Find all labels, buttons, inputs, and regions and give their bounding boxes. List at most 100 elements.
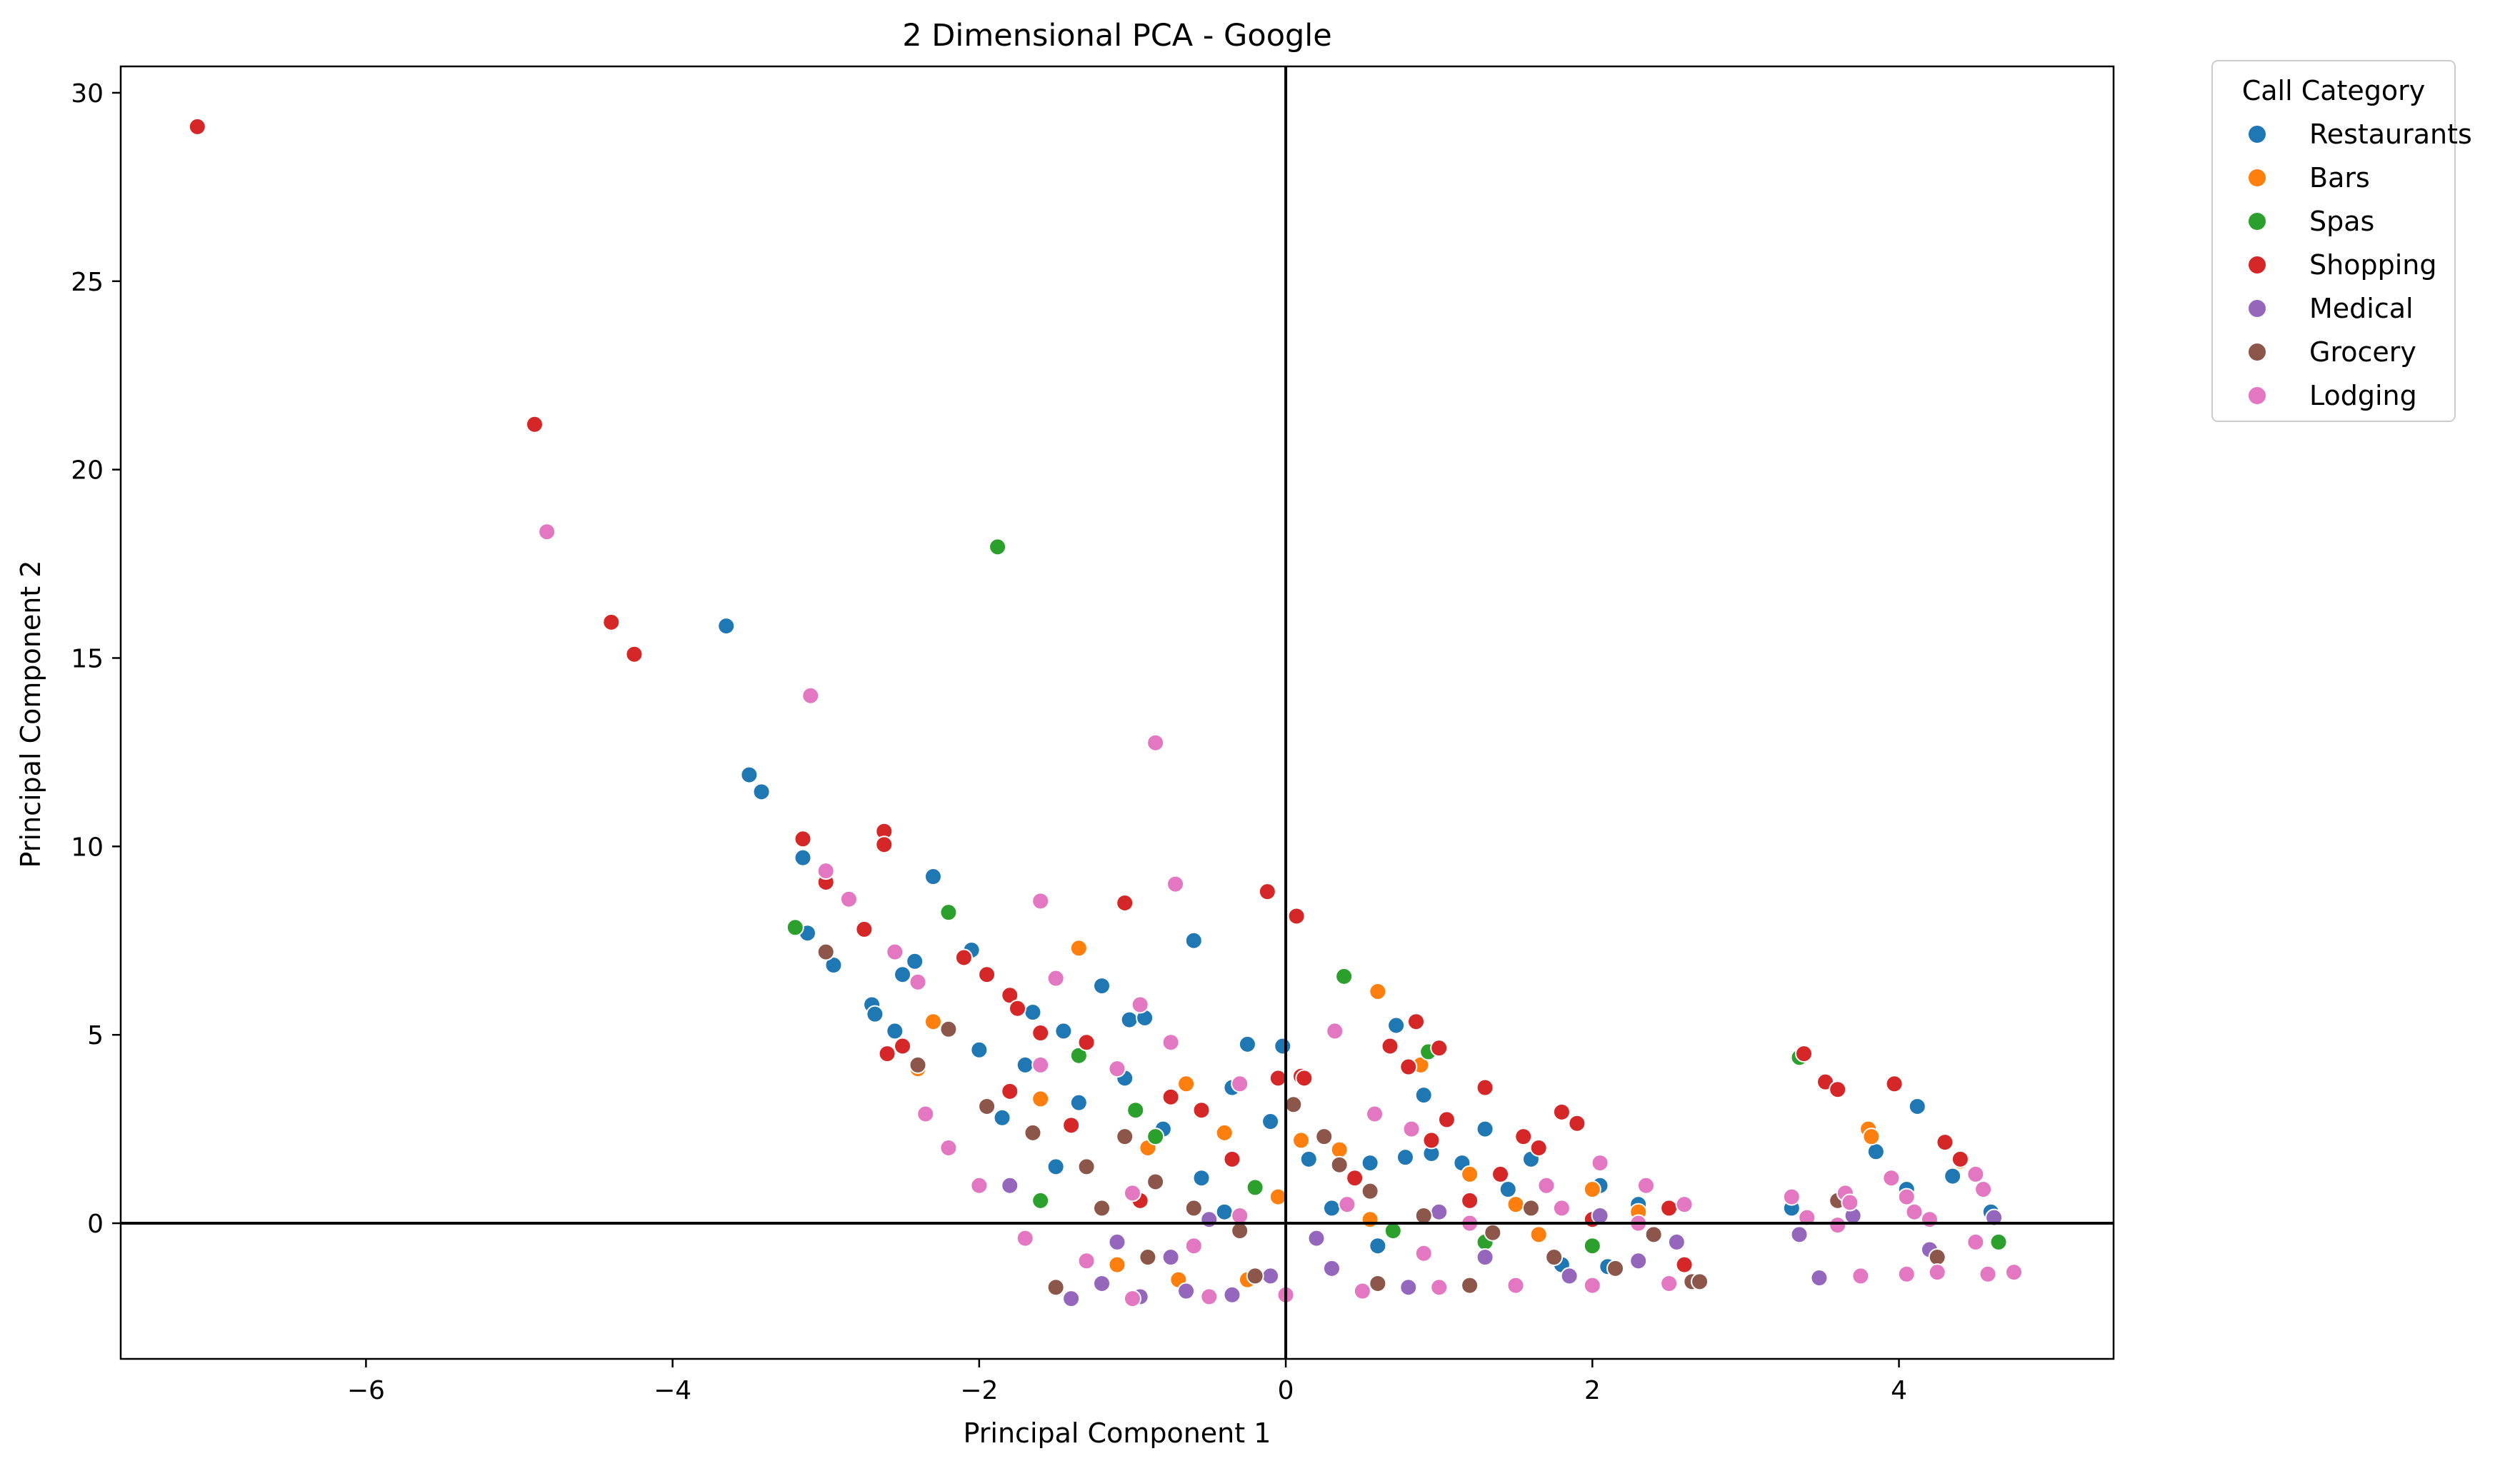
- point-lodging: [909, 973, 927, 991]
- point-restaurants: [970, 1040, 989, 1059]
- point-restaurants: [1299, 1150, 1318, 1168]
- point-shopping: [978, 965, 996, 984]
- point-medical: [1093, 1274, 1111, 1292]
- point-shopping: [1430, 1039, 1449, 1058]
- legend-label-restaurants: Restaurants: [2309, 119, 2472, 150]
- legend-label-spas: Spas: [2309, 206, 2374, 237]
- point-lodging: [1161, 1033, 1180, 1052]
- point-lodging: [1414, 1244, 1433, 1262]
- point-shopping: [602, 613, 621, 631]
- point-shopping: [188, 117, 206, 136]
- point-medical: [1200, 1210, 1219, 1229]
- point-bars: [1461, 1165, 1479, 1183]
- point-spas: [989, 538, 1007, 556]
- point-grocery: [978, 1097, 996, 1115]
- point-medical: [1629, 1252, 1648, 1270]
- point-spas: [1031, 1191, 1050, 1210]
- point-lodging: [1966, 1232, 1985, 1251]
- point-restaurants: [1274, 1037, 1292, 1055]
- point-lodging: [538, 523, 556, 541]
- point-lodging: [1798, 1208, 1816, 1227]
- point-lodging: [1851, 1267, 1870, 1285]
- point-restaurants: [717, 617, 736, 636]
- point-lodging: [1166, 875, 1185, 893]
- x-tick-label: −4: [654, 1376, 691, 1405]
- point-grocery: [1284, 1095, 1303, 1114]
- point-lodging: [1108, 1060, 1126, 1078]
- point-spas: [1069, 1046, 1088, 1065]
- point-lodging: [1897, 1265, 1916, 1283]
- point-lodging: [1928, 1263, 1946, 1282]
- point-restaurants: [1192, 1169, 1211, 1188]
- point-shopping: [1514, 1128, 1533, 1146]
- point-restaurants: [1369, 1237, 1387, 1255]
- point-spas: [1146, 1128, 1165, 1146]
- point-grocery: [1024, 1123, 1042, 1142]
- point-shopping: [1062, 1116, 1081, 1135]
- point-lodging: [1123, 1184, 1141, 1203]
- point-bars: [1369, 982, 1387, 1000]
- point-bars: [1583, 1180, 1601, 1199]
- point-shopping: [1936, 1133, 1954, 1152]
- point-medical: [1476, 1248, 1494, 1267]
- point-bars: [1529, 1225, 1548, 1244]
- legend-marker-shopping: [2247, 255, 2267, 275]
- legend: Call Category Restaurants Bars Spas Shoppin…: [2211, 60, 2472, 422]
- point-lodging: [801, 686, 820, 705]
- point-grocery: [1691, 1272, 1709, 1291]
- point-medical: [1985, 1208, 2004, 1227]
- point-grocery: [1315, 1128, 1334, 1146]
- point-restaurants: [794, 848, 812, 867]
- point-restaurants: [924, 868, 942, 886]
- point-spas: [1246, 1178, 1264, 1197]
- point-bars: [1269, 1188, 1287, 1206]
- point-grocery: [1414, 1206, 1433, 1225]
- point-shopping: [525, 415, 544, 433]
- point-bars: [1215, 1123, 1234, 1142]
- point-spas: [1126, 1101, 1145, 1120]
- point-lodging: [1660, 1274, 1679, 1292]
- point-shopping: [1346, 1169, 1364, 1188]
- point-spas: [786, 918, 804, 937]
- point-bars: [1506, 1195, 1525, 1214]
- point-bars: [1330, 1140, 1349, 1159]
- point-lodging: [1184, 1237, 1203, 1255]
- x-tick-label: 2: [1584, 1376, 1601, 1405]
- point-medical: [1261, 1267, 1280, 1285]
- legend-marker-lodging: [2247, 386, 2267, 406]
- point-grocery: [1330, 1155, 1349, 1174]
- point-shopping: [894, 1037, 912, 1055]
- point-bars: [924, 1013, 942, 1031]
- point-lodging: [1966, 1165, 1985, 1183]
- point-restaurants: [993, 1108, 1011, 1127]
- point-shopping: [875, 835, 894, 854]
- point-lodging: [1537, 1176, 1556, 1195]
- point-lodging: [1897, 1188, 1916, 1206]
- x-tick-label: 4: [1891, 1376, 1907, 1405]
- point-shopping: [1116, 893, 1134, 912]
- point-grocery: [1146, 1173, 1165, 1191]
- point-shopping: [1491, 1165, 1510, 1183]
- point-spas: [939, 903, 958, 922]
- point-restaurants: [1361, 1154, 1379, 1173]
- point-grocery: [1644, 1225, 1663, 1244]
- point-restaurants: [1054, 1022, 1073, 1040]
- x-tick-label: −2: [960, 1376, 998, 1405]
- y-tick-label: 10: [71, 833, 104, 862]
- point-grocery: [1184, 1199, 1203, 1218]
- x-axis-label: Principal Component 1: [964, 1417, 1271, 1449]
- point-shopping: [1568, 1114, 1586, 1133]
- point-lodging: [1031, 892, 1050, 910]
- point-medical: [1062, 1290, 1081, 1308]
- point-restaurants: [1069, 1093, 1088, 1112]
- point-restaurants: [1184, 931, 1203, 950]
- point-shopping: [1675, 1255, 1694, 1274]
- point-medical: [1790, 1225, 1809, 1244]
- point-restaurants: [1024, 1003, 1042, 1022]
- point-restaurants: [1215, 1203, 1234, 1221]
- point-medical: [1223, 1285, 1241, 1304]
- point-lodging: [1782, 1188, 1801, 1206]
- point-lodging: [1882, 1169, 1901, 1188]
- legend-label-lodging: Lodging: [2309, 380, 2417, 411]
- point-shopping: [1192, 1101, 1211, 1120]
